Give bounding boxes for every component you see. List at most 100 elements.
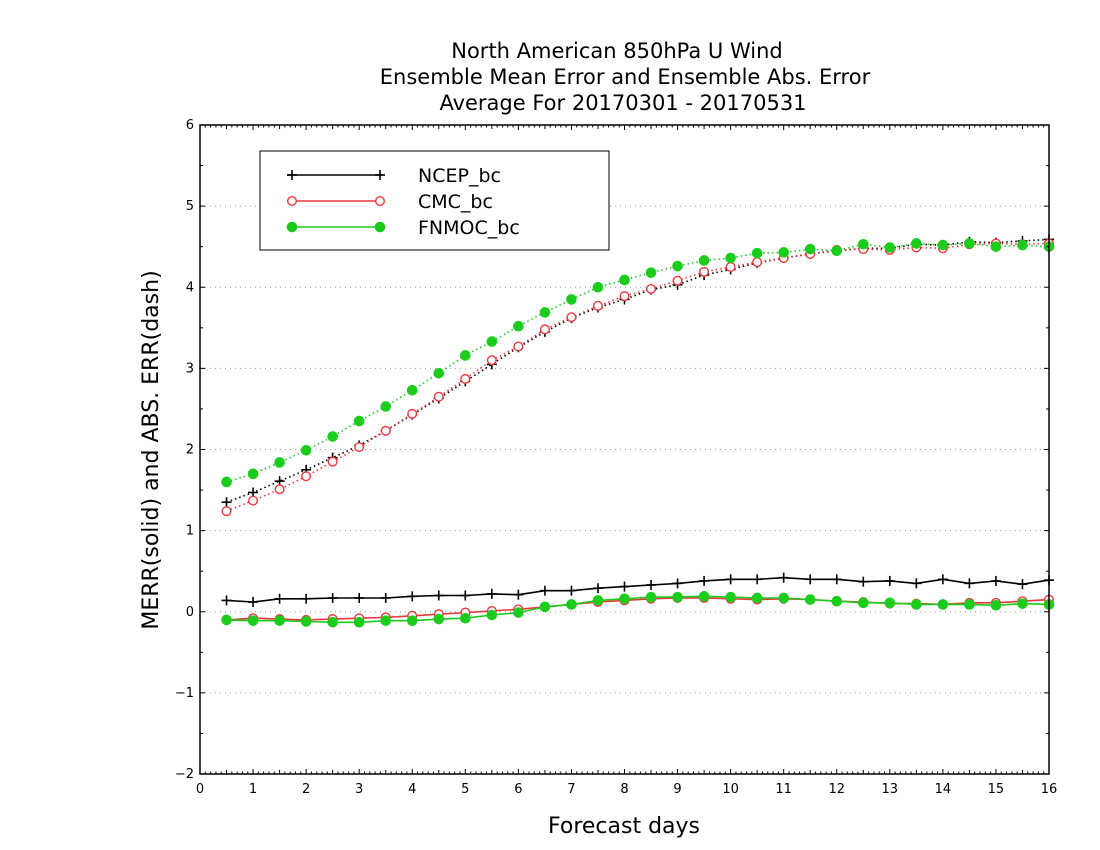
- abs-err-point-cmc-bc: [486, 355, 497, 366]
- mean-err-point-fnmoc-bc: [778, 592, 789, 604]
- mean-err-point-ncep-bc: [725, 574, 736, 585]
- mean-err-point-fnmoc-bc: [645, 591, 657, 603]
- y-tick-label: 5: [186, 199, 194, 214]
- chart-title-line-3: Average For 20170301 - 20170531: [439, 91, 806, 115]
- mean-err-point-ncep-bc: [778, 572, 789, 583]
- x-tick-label: 7: [567, 782, 575, 797]
- mean-err-point-fnmoc-bc: [300, 616, 312, 627]
- mean-err-point-fnmoc-bc: [592, 595, 604, 606]
- mean-err-point-fnmoc-bc: [911, 599, 922, 610]
- abs-err-point-cmc-bc: [672, 275, 683, 286]
- chart-title: North American 850hPa U Wind Ensemble Me…: [380, 39, 871, 115]
- chart-title-line-2: Ensemble Mean Error and Ensemble Abs. Er…: [380, 65, 871, 89]
- abs-err-line-ncep-bc: [226, 238, 1050, 503]
- mean-err-point-fnmoc-bc: [751, 592, 763, 604]
- y-tick-label: −2: [175, 767, 194, 782]
- mean-err-point-fnmoc-bc: [406, 615, 418, 626]
- legend: NCEP_bc CMC_bc FNMOC_bc: [259, 150, 610, 251]
- series-fnmoc-bc: [221, 238, 1055, 628]
- x-tick-label: 14: [935, 782, 952, 797]
- mean-err-point-ncep-bc: [831, 574, 842, 585]
- abs-err-point-fnmoc-bc: [831, 245, 843, 257]
- mean-err-point-fnmoc-bc: [698, 591, 710, 602]
- mean-err-point-ncep-bc: [539, 585, 550, 596]
- x-axis: 0 1 2 3 4 5 6 7 8 9 10 11 12 13 14 15 16: [196, 125, 1057, 797]
- abs-err-point-fnmoc-bc: [911, 238, 922, 249]
- abs-err-point-fnmoc-bc: [672, 260, 683, 272]
- abs-err-point-fnmoc-bc: [751, 247, 763, 259]
- abs-err-point-cmc-bc: [301, 471, 312, 482]
- x-axis-label: Forecast days: [548, 814, 700, 839]
- mean-err-point-ncep-bc: [699, 575, 710, 586]
- legend-label-ncep-bc: NCEP_bc: [418, 165, 501, 187]
- mean-err-point-fnmoc-bc: [857, 597, 869, 609]
- abs-err-point-fnmoc-bc: [619, 274, 630, 286]
- x-tick-label: 1: [249, 782, 257, 797]
- abs-err-point-fnmoc-bc: [964, 238, 975, 249]
- y-axis: −2 −1 0 1 2 3 4 5 6: [175, 118, 1049, 782]
- abs-err-point-cmc-bc: [539, 324, 550, 335]
- abs-err-point-cmc-bc: [274, 484, 285, 495]
- mean-err-point-ncep-bc: [646, 579, 657, 590]
- abs-err-point-fnmoc-bc: [327, 431, 338, 442]
- mean-err-point-ncep-bc: [327, 592, 338, 603]
- abs-err-point-cmc-bc: [699, 266, 710, 277]
- mean-err-point-fnmoc-bc: [990, 599, 1002, 611]
- mean-err-point-ncep-bc: [937, 574, 948, 585]
- x-tick-label: 0: [196, 782, 204, 797]
- mean-err-point-ncep-bc: [858, 576, 869, 587]
- y-axis-label: MERR(solid) and ABS. ERR(dash): [139, 270, 164, 629]
- abs-err-point-cmc-bc: [380, 425, 391, 436]
- mean-err-point-fnmoc-bc: [460, 612, 471, 624]
- mean-err-point-fnmoc-bc: [937, 599, 949, 610]
- mean-err-point-fnmoc-bc: [831, 595, 843, 607]
- mean-err-point-fnmoc-bc: [619, 593, 630, 605]
- mean-err-point-ncep-bc: [380, 592, 391, 603]
- mean-err-point-ncep-bc: [805, 574, 816, 585]
- x-tick-label: 13: [882, 782, 899, 797]
- abs-err-point-fnmoc-bc: [1017, 239, 1028, 251]
- abs-err-point-cmc-bc: [619, 291, 630, 302]
- abs-err-point-fnmoc-bc: [353, 415, 365, 427]
- abs-err-point-fnmoc-bc: [725, 252, 736, 264]
- abs-err-point-fnmoc-bc: [778, 247, 789, 258]
- mean-err-point-fnmoc-bc: [884, 597, 896, 609]
- abs-err-point-fnmoc-bc: [592, 281, 604, 293]
- abs-err-point-fnmoc-bc: [566, 294, 577, 305]
- mean-err-point-ncep-bc: [407, 591, 418, 602]
- abs-err-point-cmc-bc: [221, 506, 232, 517]
- mean-err-point-fnmoc-bc: [247, 615, 259, 626]
- mean-err-point-fnmoc-bc: [672, 591, 683, 603]
- abs-err-point-cmc-bc: [460, 373, 471, 384]
- abs-err-point-fnmoc-bc: [486, 336, 498, 347]
- mean-err-point-ncep-bc: [884, 575, 895, 586]
- mean-err-point-fnmoc-bc: [221, 614, 232, 626]
- abs-err-point-fnmoc-bc: [274, 457, 285, 468]
- legend-label-fnmoc-bc: FNMOC_bc: [418, 217, 520, 239]
- mean-err-point-fnmoc-bc: [380, 615, 392, 626]
- mean-err-point-ncep-bc: [354, 592, 365, 603]
- mean-err-point-ncep-bc: [566, 585, 577, 596]
- abs-err-point-cmc-bc: [592, 300, 603, 311]
- mean-err-point-fnmoc-bc: [964, 599, 975, 610]
- mean-err-point-fnmoc-bc: [433, 613, 445, 625]
- x-tick-label: 10: [722, 782, 739, 797]
- mean-err-point-ncep-bc: [221, 595, 232, 606]
- abs-err-point-fnmoc-bc: [460, 350, 471, 361]
- abs-err-point-cmc-bc: [248, 495, 259, 506]
- abs-err-point-ncep-bc: [221, 497, 232, 508]
- chart-title-line-1: North American 850hPa U Wind: [451, 39, 783, 63]
- mean-err-point-ncep-bc: [1017, 579, 1028, 590]
- abs-err-point-fnmoc-bc: [380, 401, 392, 412]
- y-tick-label: 3: [186, 361, 194, 376]
- abs-err-point-fnmoc-bc: [857, 238, 869, 250]
- mean-err-point-ncep-bc: [672, 578, 683, 589]
- mean-err-point-fnmoc-bc: [513, 607, 524, 618]
- x-tick-label: 4: [408, 782, 416, 797]
- legend-marker-cmc-bc: [287, 195, 298, 206]
- legend-item-cmc-bc: CMC_bc: [287, 191, 493, 213]
- x-tick-label: 8: [620, 782, 628, 797]
- abs-err-point-cmc-bc: [752, 257, 763, 268]
